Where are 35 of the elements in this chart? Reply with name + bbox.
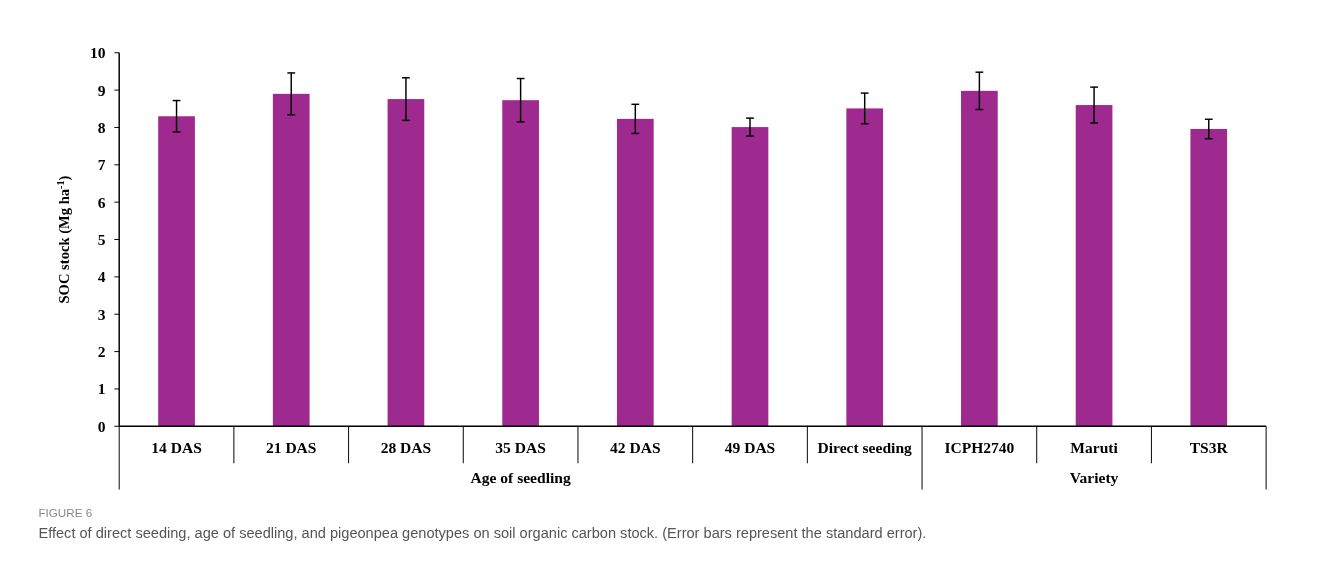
text: Effect of direct seeding, age of seedling, and pigeonpea genotypes on soil organic carbon stock. (Error bars represent the standard error). [38,525,927,542]
y-tick-label: 9 [97,81,106,99]
y-tick-label: 6 [97,193,106,211]
x-tick-label: Maruti [1070,438,1119,456]
x-tick-label: 21 DAS [265,438,317,456]
bar [1190,128,1228,427]
x-tick-label: 35 DAS [495,438,546,456]
bar [272,93,310,427]
x-tick-label: 42 DAS [610,438,661,456]
y-tick-label: 7 [97,156,106,174]
y-tick-label: 0 [97,417,106,435]
y-tick-label: 10 [90,44,106,62]
x-tick-label: Direct seeding [817,438,913,456]
bar [616,118,654,427]
caption: FIGURE 6 [38,505,93,519]
bar [502,100,539,427]
x-tick-label: ICPH2740 [944,438,1015,456]
y-tick-label: 1 [97,380,106,398]
text: Variety [1069,468,1119,486]
text: Age of seedling [470,468,571,486]
bar [961,90,998,427]
x-tick-label: 14 DAS [151,438,202,456]
bar [846,108,884,427]
x-tick-label: 49 DAS [724,438,776,456]
y-tick-label: 3 [97,305,106,323]
bar [731,127,769,427]
x-tick-label: TS3R [1189,438,1229,456]
y-tick-label: 2 [97,343,106,361]
y-tick-label: 4 [97,268,106,286]
y-tick-label: 8 [97,118,106,136]
x-tick-label: 28 DAS [380,438,432,456]
y-tick-label: 5 [97,230,106,248]
bar [387,99,425,427]
bar [158,116,195,427]
bar [1075,105,1113,427]
